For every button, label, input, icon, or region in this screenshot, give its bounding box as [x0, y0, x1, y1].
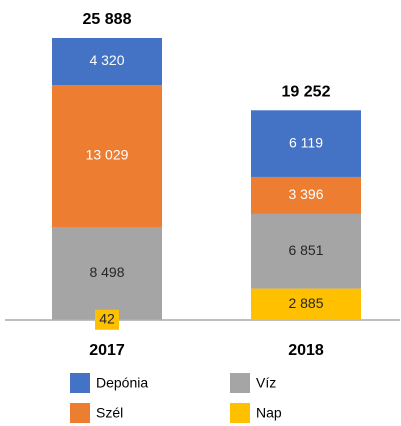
bar-segment: [52, 226, 162, 320]
value-label: 42: [99, 310, 115, 326]
x-tick-label: 2017: [89, 342, 125, 359]
value-label: 4 320: [89, 52, 124, 68]
legend-label: Szél: [96, 405, 123, 421]
legend-swatch: [230, 373, 250, 393]
bar-segment: [251, 110, 361, 177]
legend-label: Depónia: [96, 375, 148, 391]
value-label: 6 119: [289, 134, 323, 150]
legend-label: Nap: [256, 405, 282, 421]
total-label: 25 888: [83, 11, 132, 28]
value-label: 2 885: [288, 295, 323, 311]
total-label: 19 252: [282, 84, 331, 101]
value-label-background: [95, 309, 119, 330]
legend-swatch: [230, 403, 250, 423]
bar-segment: [52, 85, 162, 227]
legend-swatch: [70, 403, 90, 423]
legend-label: Víz: [256, 375, 276, 391]
bar-segment: [251, 213, 361, 289]
x-tick-label: 2018: [288, 342, 324, 359]
bar-segment: [52, 37, 162, 86]
legend-swatch: [70, 373, 90, 393]
value-label: 6 851: [288, 242, 323, 258]
value-label: 3 396: [288, 186, 323, 202]
value-label: 8 498: [89, 264, 124, 280]
bar-segment: [251, 176, 361, 214]
bar-segment: [251, 288, 361, 320]
value-label: 13 029: [86, 147, 129, 163]
